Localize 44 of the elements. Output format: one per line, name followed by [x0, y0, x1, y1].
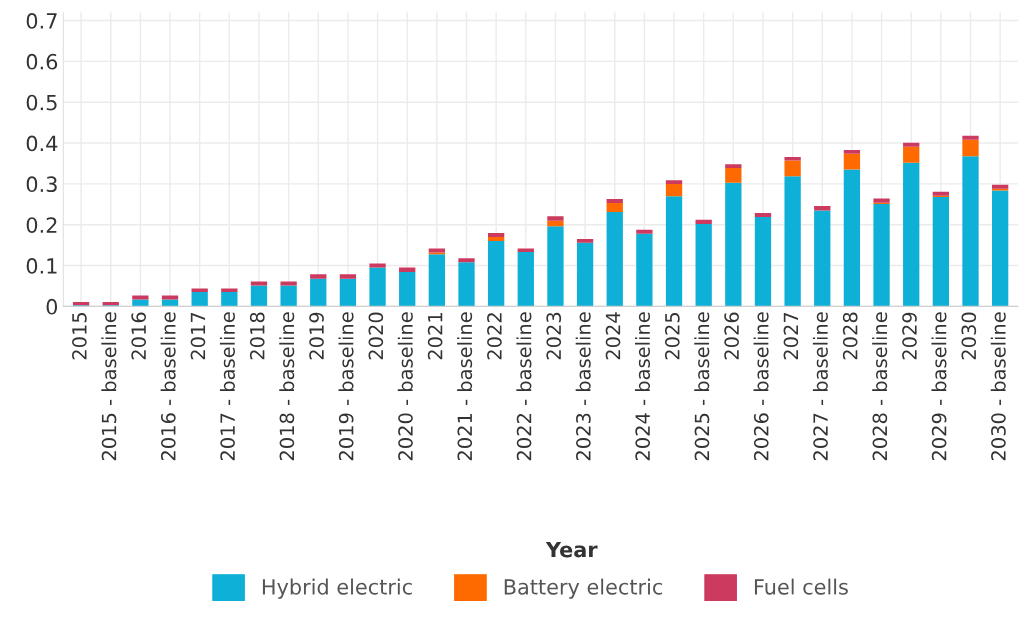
legend-label: Battery electric — [504, 578, 663, 599]
x-tick-label: 2026 — [724, 312, 739, 360]
x-tick-label: 2020 — [368, 312, 384, 360]
x-tick-label: 2029 - baseline — [931, 312, 947, 461]
x-tick-label: 2025 — [664, 312, 680, 360]
x-tick-label: 2019 — [309, 312, 324, 360]
y-tick-label: 0.1 — [26, 258, 57, 274]
y-tick-label: 0.3 — [26, 176, 57, 193]
x-tick-label: 2029 — [902, 312, 917, 360]
x-tick-label: 2018 — [249, 312, 265, 360]
x-tick-label: 2016 — [131, 312, 147, 360]
legend-label: Hybrid electric — [262, 578, 412, 599]
x-tick-label: 2030 — [961, 312, 977, 360]
x-tick-label: 2030 - baseline — [990, 312, 1006, 461]
x-tick-label: 2019 - baseline — [338, 312, 354, 461]
y-tick-label: 0.4 — [26, 135, 58, 152]
x-tick-label: 2017 - baseline — [219, 312, 235, 461]
x-tick-label: 2028 — [842, 312, 858, 360]
x-tick-label: 2027 - baseline — [812, 312, 828, 461]
x-tick-label: 2015 — [72, 312, 87, 360]
x-axis-title: Year — [545, 541, 598, 558]
y-tick-label: 0.6 — [26, 53, 58, 70]
y-tick-label: 0.7 — [26, 13, 57, 29]
x-tick-label: 2024 - baseline — [634, 312, 651, 461]
x-tick-label: 2022 — [487, 313, 502, 360]
x-tick-label: 2028 - baseline — [872, 312, 888, 461]
x-tick-label: 2027 — [783, 312, 799, 360]
x-tick-label: 2023 — [546, 312, 562, 360]
x-tick-label: 2021 — [427, 313, 443, 360]
y-tick-label: 0.5 — [26, 94, 57, 111]
x-tick-label: 2018 - baseline — [279, 312, 295, 461]
y-tick-label: 0 — [46, 298, 58, 315]
x-tick-label: 2025 - baseline — [694, 312, 710, 461]
x-tick-label: 2022 - baseline — [516, 312, 532, 461]
x-tick-label: 2021 - baseline — [457, 312, 473, 461]
y-tick-label: 0.2 — [26, 217, 57, 233]
x-tick-label: 2026 - baseline — [753, 312, 769, 461]
x-tick-label: 2020 - baseline — [397, 312, 413, 461]
x-tick-label: 2017 — [190, 312, 206, 360]
x-tick-label: 2023 - baseline — [575, 312, 591, 461]
legend-label: Fuel cells — [754, 578, 848, 595]
x-tick-label: 2024 — [605, 312, 621, 360]
x-tick-label: 2016 - baseline — [160, 312, 176, 461]
x-tick-label: 2015 - baseline — [101, 312, 117, 461]
